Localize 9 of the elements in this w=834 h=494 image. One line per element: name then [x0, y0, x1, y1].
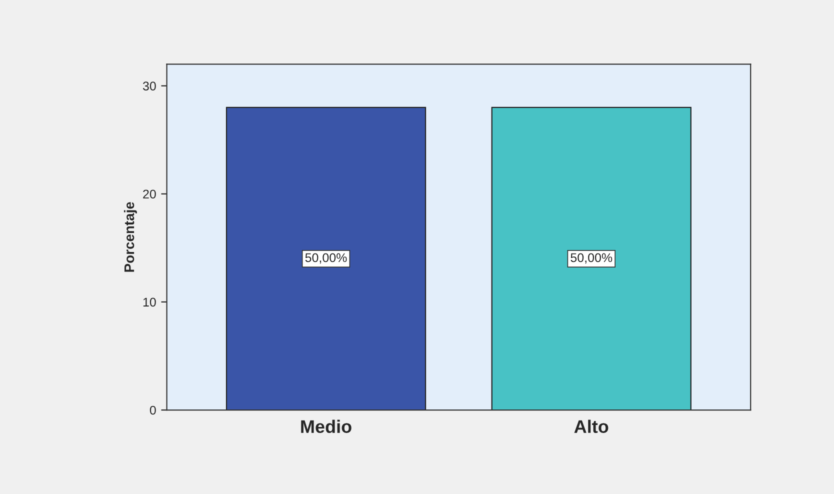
y-tick-label: 0 [150, 406, 156, 415]
y-axis-title: Porcentaje [124, 202, 137, 272]
annotation: 50,00% [570, 253, 612, 264]
x-tick-label: Medio [301, 420, 352, 434]
y-tick-label: 30 [142, 82, 156, 90]
x-tick-label: Alto [574, 420, 608, 434]
y-tick-label: 10 [143, 298, 156, 307]
y-tick-label: 20 [143, 190, 156, 199]
annotation: 50,00% [305, 253, 347, 264]
